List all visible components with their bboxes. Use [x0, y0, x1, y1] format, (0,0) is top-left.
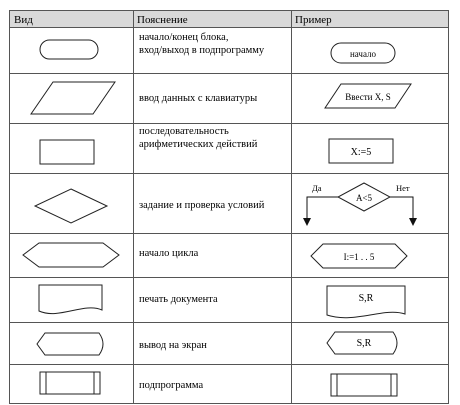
decision-symbol — [33, 188, 109, 224]
document-symbol — [38, 284, 103, 315]
table-header — [9, 10, 449, 28]
table-row: вывод на экран S,R — [36, 331, 398, 356]
row-description: печать документа — [139, 294, 218, 305]
example-decision — [336, 182, 392, 212]
row-description: вывод на экран — [139, 340, 207, 351]
table-row: начало цикла I:=1 . . 5 — [22, 242, 408, 269]
example-document — [326, 285, 406, 319]
yes-branch-label: Да — [312, 183, 322, 193]
example-subroutine — [330, 373, 398, 397]
table-row: начало/конец блока, вход/выход в подпрог… — [39, 32, 396, 64]
table-row: печать документа S,R — [38, 284, 406, 319]
row-description: задание и проверка условий — [139, 200, 265, 211]
decision-branch-arrows — [303, 196, 417, 226]
row-description: последовательность — [139, 126, 229, 137]
header-example: Пример — [295, 14, 332, 26]
example-label: X:=5 — [351, 147, 372, 158]
subroutine-symbol — [39, 371, 101, 395]
table-row: подпрограмма — [39, 371, 398, 397]
table-grid — [9, 10, 449, 404]
row-description: ввод данных с клавиатуры — [139, 93, 257, 104]
example-terminator — [330, 42, 396, 64]
table-row: ввод данных с клавиатуры Ввести X, S — [30, 81, 412, 115]
example-label: A<5 — [356, 193, 373, 203]
display-symbol — [36, 332, 104, 356]
example-display — [326, 331, 398, 355]
row-description: подпрограмма — [139, 380, 203, 391]
example-data-input — [324, 83, 412, 109]
example-label: S,R — [357, 338, 372, 349]
header-kind: Вид — [14, 14, 33, 26]
row-description: начало/конец блока, — [139, 32, 228, 43]
row-description-line2: арифметических действий — [139, 139, 258, 150]
example-label: S,R — [359, 293, 374, 304]
example-label: Ввести X, S — [345, 92, 390, 102]
example-process — [328, 138, 394, 164]
loop-start-symbol — [22, 242, 120, 268]
header-description: Пояснение — [137, 14, 188, 26]
table-row: последовательность арифметических действ… — [39, 126, 394, 165]
example-label: I:=1 . . 5 — [344, 252, 375, 262]
table-row: задание и проверка условий A<5 Да Нет — [33, 182, 417, 226]
process-symbol — [39, 139, 95, 165]
example-label: начало — [350, 49, 377, 59]
row-description-line2: вход/выход в подпрограмму — [139, 45, 265, 56]
terminator-symbol — [39, 39, 99, 60]
no-branch-label: Нет — [396, 183, 410, 193]
flowchart-symbols-table: Вид Пояснение Пример начало/конец блока,… — [9, 10, 449, 404]
data-input-symbol — [30, 81, 116, 115]
row-description: начало цикла — [139, 248, 199, 259]
example-loop-start — [310, 243, 408, 269]
